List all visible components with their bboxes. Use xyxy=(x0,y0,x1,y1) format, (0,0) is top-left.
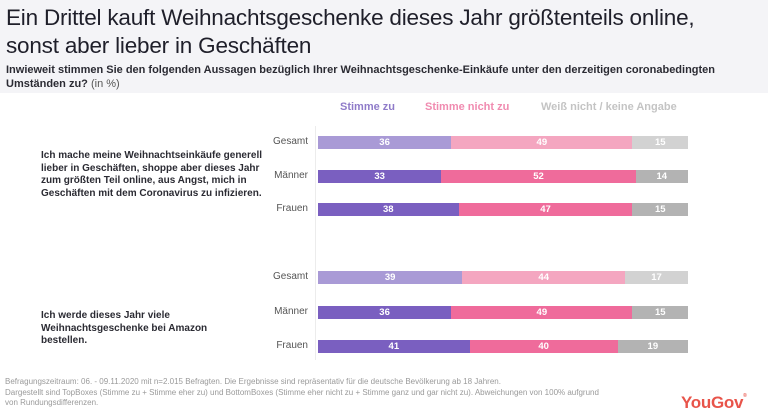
question-text: Inwieweit stimmen Sie den folgenden Auss… xyxy=(6,64,716,90)
bar-segment-unknown: 15 xyxy=(632,136,688,149)
stacked-bar: 36 49 15 xyxy=(318,306,688,319)
row-label-gesamt: Gesamt xyxy=(272,136,308,147)
bar-segment-agree: 41 xyxy=(318,340,470,353)
unit-label: (in %) xyxy=(87,78,120,90)
row-label-männer: Männer xyxy=(274,170,308,181)
bar-segment-agree: 39 xyxy=(318,271,463,284)
legend-agree: Stimme zu xyxy=(340,101,396,113)
bar-segment-unknown: 15 xyxy=(632,203,688,216)
legend-unknown: Weiß nicht / keine Angabe xyxy=(541,101,677,113)
statement-1: Ich mache meine Weihnachtseinkäufe gener… xyxy=(41,150,263,199)
header-band: Ein Drittel kauft Weihnachtsgeschenke di… xyxy=(0,0,768,93)
bar-segment-agree: 36 xyxy=(318,306,452,319)
stacked-bar: 41 40 19 xyxy=(318,340,688,353)
yougov-logo: YouGov® xyxy=(681,393,747,413)
footnote-line-1: Befragungszeitraum: 06. - 09.11.2020 mit… xyxy=(5,377,501,386)
statement-2: Ich werde dieses Jahr viele Weihnachtsge… xyxy=(41,310,208,346)
row-label-frauen: Frauen xyxy=(276,203,308,214)
bar-segment-disagree: 49 xyxy=(451,306,633,319)
chart-title: Ein Drittel kauft Weihnachtsgeschenke di… xyxy=(6,5,695,58)
footnote-line-3: von Rundungsdifferenzen. xyxy=(5,398,99,407)
stacked-bar: 33 52 14 xyxy=(318,170,688,183)
bar-segment-agree: 36 xyxy=(318,136,452,149)
bar-segment-unknown: 15 xyxy=(632,306,688,319)
bar-segment-agree: 33 xyxy=(318,170,442,183)
stacked-bar: 38 47 15 xyxy=(318,203,688,216)
bar-segment-unknown: 17 xyxy=(625,271,688,284)
chart-subtitle: Inwieweit stimmen Sie den folgenden Auss… xyxy=(6,63,766,91)
bar-segment-unknown: 14 xyxy=(635,170,688,183)
row-label-frauen: Frauen xyxy=(276,340,308,351)
bar-segment-disagree: 40 xyxy=(469,340,618,353)
row-label-männer: Männer xyxy=(274,306,308,317)
bar-segment-disagree: 52 xyxy=(441,170,636,183)
row-label-gesamt: Gesamt xyxy=(272,271,308,282)
legend-disagree: Stimme nicht zu xyxy=(425,101,510,113)
bar-segment-agree: 38 xyxy=(318,203,459,216)
logo-text: YouGov xyxy=(681,393,744,412)
footnote-line-2: Dargestellt sind TopBoxes (Stimme zu + S… xyxy=(5,387,599,397)
bar-segment-disagree: 47 xyxy=(458,203,633,216)
bar-segment-unknown: 19 xyxy=(617,340,688,353)
axis-line xyxy=(315,126,316,360)
footnote: Befragungszeitraum: 06. - 09.11.2020 mit… xyxy=(5,377,625,409)
stacked-bar: 39 44 17 xyxy=(318,271,688,284)
bar-segment-disagree: 44 xyxy=(462,271,626,284)
bar-segment-disagree: 49 xyxy=(451,136,633,149)
registered-mark: ® xyxy=(743,393,747,399)
stacked-bar: 36 49 15 xyxy=(318,136,688,149)
